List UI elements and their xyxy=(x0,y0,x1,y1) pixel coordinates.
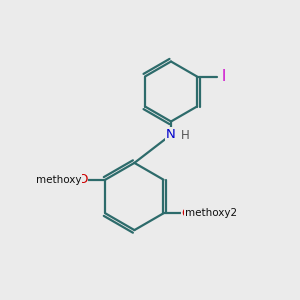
Text: N: N xyxy=(166,128,176,141)
Text: O: O xyxy=(77,173,88,186)
Text: methoxy2: methoxy2 xyxy=(184,208,237,218)
Text: I: I xyxy=(222,69,226,84)
Text: methoxy: methoxy xyxy=(36,175,82,185)
Text: H: H xyxy=(180,129,189,142)
Text: O: O xyxy=(181,207,192,220)
